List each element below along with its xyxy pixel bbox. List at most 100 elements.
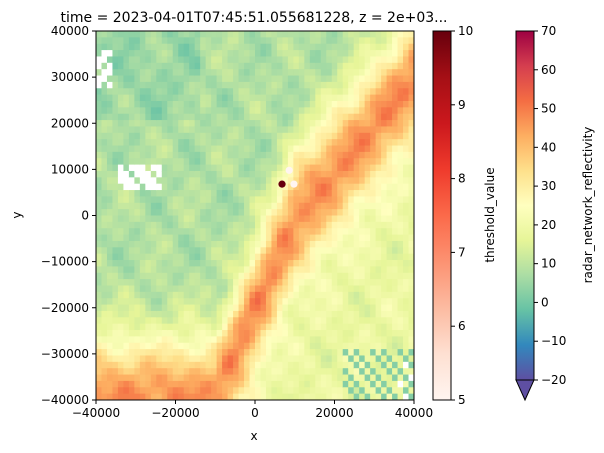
heatmap-cell [200, 145, 207, 153]
heatmap-cell [150, 43, 157, 51]
heatmap-cell [293, 62, 300, 70]
heatmap-cell [348, 81, 355, 89]
heatmap-cell [315, 120, 322, 128]
heatmap-cell [408, 120, 414, 128]
heatmap-cell [375, 349, 382, 357]
heatmap-cell [309, 215, 316, 223]
heatmap-cell [139, 145, 146, 153]
heatmap-cell [293, 196, 300, 204]
heatmap-cell [161, 221, 168, 229]
heatmap-cell [167, 88, 174, 96]
heatmap-cell [271, 234, 278, 242]
heatmap-cell [326, 94, 333, 102]
heatmap-cell [238, 170, 245, 178]
heatmap-cell [233, 291, 240, 299]
heatmap-cell [117, 323, 125, 331]
heatmap-cell [386, 253, 393, 261]
heatmap-cell [309, 355, 316, 363]
heatmap-cell [353, 69, 360, 77]
heatmap-cell [298, 361, 305, 369]
heatmap-cell [128, 120, 135, 128]
heatmap-cell [112, 196, 119, 204]
heatmap-cell [167, 361, 174, 369]
heatmap-cell [375, 120, 382, 128]
heatmap-cell [238, 183, 245, 191]
heatmap-cell [331, 272, 338, 280]
heatmap-cell [200, 56, 207, 64]
heatmap-cell [194, 260, 201, 267]
heatmap-cell [276, 209, 284, 217]
heatmap-cell [161, 266, 168, 274]
heatmap-cell [293, 88, 300, 96]
heatmap-cell [189, 393, 196, 400]
heatmap-cell [375, 234, 382, 242]
heatmap-cell [156, 361, 163, 369]
heatmap-cell [381, 177, 388, 185]
heatmap-cell [331, 190, 338, 198]
heatmap-cell [216, 183, 223, 191]
heatmap-cell [178, 221, 185, 229]
heatmap-cell [172, 88, 179, 96]
heatmap-cell [315, 202, 322, 210]
heatmap-cell [134, 62, 141, 70]
heatmap-cell [353, 393, 360, 400]
heatmap-cell [211, 107, 218, 115]
heatmap-cell [320, 145, 327, 153]
heatmap-cell [123, 304, 130, 312]
heatmap-cell [326, 139, 333, 147]
heatmap-cell [249, 368, 256, 376]
heatmap-cell [216, 380, 223, 388]
heatmap-cell [249, 88, 256, 96]
heatmap-cell [386, 317, 393, 325]
heatmap-cell [304, 349, 311, 357]
heatmap-cell [150, 69, 157, 77]
heatmap-cell [227, 88, 234, 96]
heatmap-cell [282, 291, 289, 299]
heatmap-cell [304, 266, 311, 274]
heatmap-cell [265, 266, 273, 274]
heatmap-cell [364, 380, 371, 388]
heatmap-cell [167, 113, 174, 121]
heatmap-cell [364, 209, 371, 217]
heatmap-cell [183, 183, 190, 191]
heatmap-cell [309, 330, 316, 337]
heatmap-cell [117, 75, 125, 83]
heatmap-cell [227, 221, 234, 229]
heatmap-cell [189, 69, 196, 77]
heatmap-cell [183, 253, 190, 261]
heatmap-cell [101, 94, 108, 102]
heatmap-cell [205, 88, 212, 96]
heatmap-cell [309, 56, 316, 64]
heatmap-cell [96, 56, 103, 64]
heatmap-cell [238, 139, 245, 147]
heatmap-cell [139, 202, 146, 210]
heatmap-cell [315, 164, 322, 172]
heatmap-cell [183, 266, 190, 274]
heatmap-cell [342, 62, 349, 70]
heatmap-cell [178, 81, 185, 89]
heatmap-cell [211, 31, 218, 38]
heatmap-cell [222, 190, 229, 198]
heatmap-cell [183, 31, 190, 38]
heatmap-cell [342, 113, 349, 121]
heatmap-cell [265, 336, 273, 344]
heatmap-cell [172, 279, 179, 287]
heatmap-cell [167, 298, 174, 306]
heatmap-cell [134, 132, 141, 140]
heatmap-cell [403, 170, 410, 178]
heatmap-cell [205, 132, 212, 140]
heatmap-cell [172, 317, 179, 325]
heatmap-cell [156, 342, 163, 350]
heatmap-cell [304, 240, 311, 248]
heatmap-cell [298, 50, 305, 58]
heatmap-cell [370, 260, 377, 267]
heatmap-cell [276, 126, 284, 134]
heatmap-cell [134, 291, 141, 299]
heatmap-cell [117, 139, 125, 147]
heatmap-cell [96, 285, 103, 293]
heatmap-cell [408, 330, 414, 337]
heatmap-cell [123, 380, 130, 388]
heatmap-cell [326, 234, 333, 242]
heatmap-cell [167, 69, 174, 77]
heatmap-cell [172, 139, 179, 147]
